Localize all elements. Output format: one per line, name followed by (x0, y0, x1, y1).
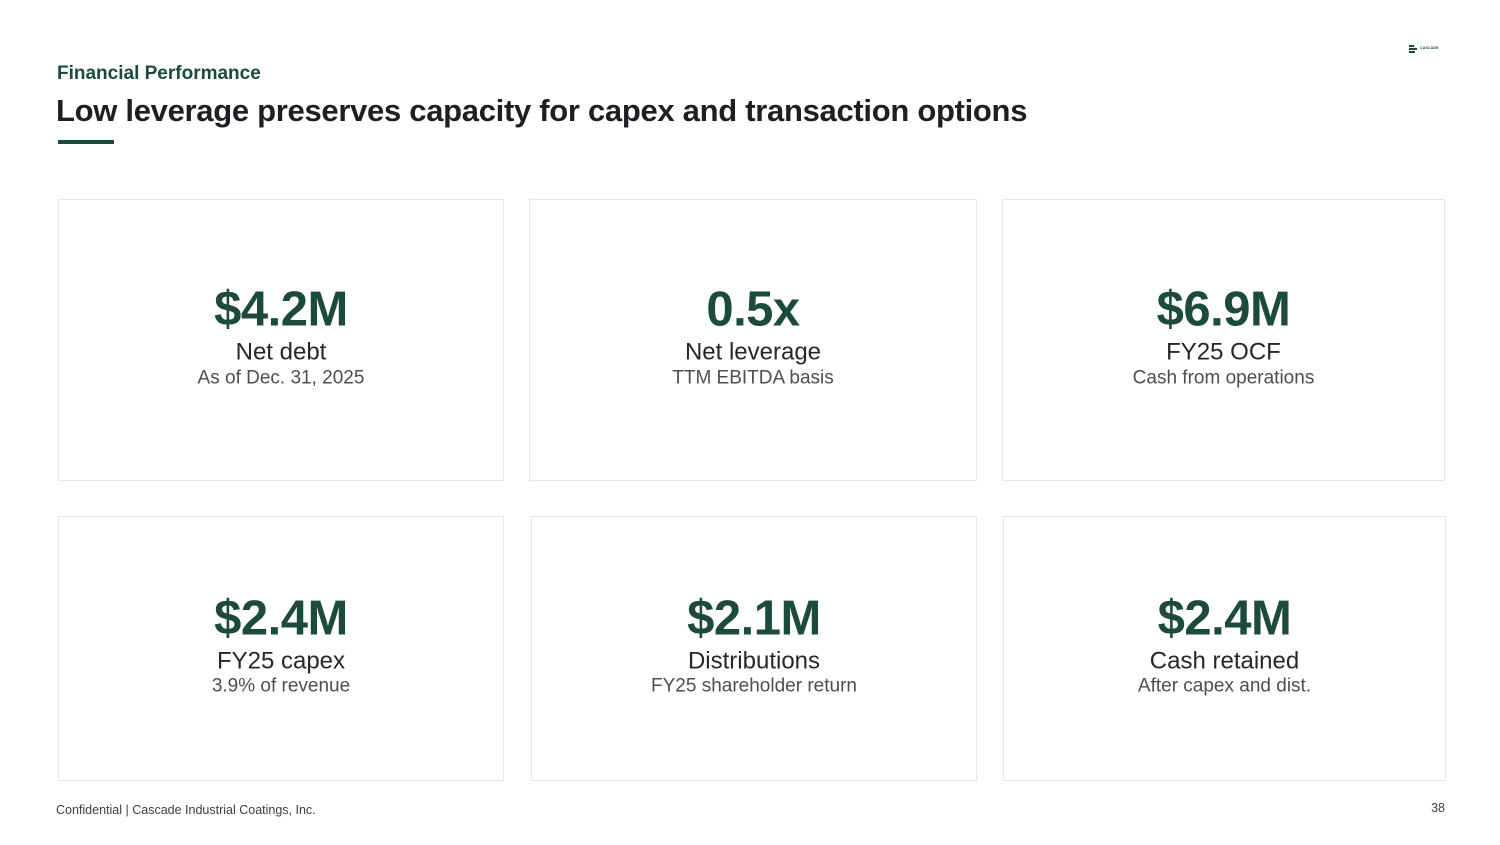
metric-card-content: $2.4M Cash retained After capex and dist… (1004, 594, 1445, 698)
page-number: 38 (1431, 801, 1445, 815)
metric-card-cash-retained: $2.4M Cash retained After capex and dist… (1003, 516, 1446, 781)
section-label: Financial Performance (57, 63, 261, 84)
metric-card-fy25-ocf: $6.9M FY25 OCF Cash from operations (1002, 199, 1445, 481)
metric-card-content: $4.2M Net debt As of Dec. 31, 2025 (59, 282, 503, 390)
slide-title: Low leverage preserves capacity for cape… (56, 93, 1028, 128)
metric-sublabel: 3.9% of revenue (211, 675, 351, 697)
metric-label: Net leverage (684, 338, 822, 366)
metric-card-distributions: $2.1M Distributions FY25 shareholder ret… (531, 516, 977, 781)
metric-card-fy25-capex: $2.4M FY25 capex 3.9% of revenue (58, 516, 504, 781)
metric-value: $4.2M (214, 282, 348, 337)
metric-value: $2.1M (687, 591, 821, 646)
metric-label: FY25 capex (216, 647, 346, 675)
metric-sublabel: TTM EBITDA basis (672, 367, 834, 389)
logo-text: CASCADE (1420, 46, 1439, 50)
metric-sublabel: FY25 shareholder return (651, 675, 857, 697)
metric-card-content: $2.4M FY25 capex 3.9% of revenue (59, 594, 503, 698)
company-logo: CASCADE (1409, 45, 1439, 55)
logo-mark-icon (1409, 45, 1418, 54)
title-underline (58, 140, 114, 144)
metric-sublabel: As of Dec. 31, 2025 (197, 367, 365, 389)
metric-value: 0.5x (706, 282, 800, 337)
metric-label: Net debt (235, 338, 327, 366)
metric-card-content: 0.5x Net leverage TTM EBITDA basis (530, 282, 976, 390)
metric-label: Distributions (687, 647, 821, 675)
metric-sublabel: Cash from operations (1132, 367, 1315, 389)
footer-confidential: Confidential | Cascade Industrial Coatin… (56, 803, 316, 817)
metric-card-net-leverage: 0.5x Net leverage TTM EBITDA basis (529, 199, 977, 481)
metric-label: Cash retained (1149, 647, 1300, 675)
metric-label: FY25 OCF (1166, 338, 1281, 366)
metric-card-content: $2.1M Distributions FY25 shareholder ret… (532, 594, 976, 698)
metric-card-net-debt: $4.2M Net debt As of Dec. 31, 2025 (58, 199, 504, 481)
metric-value: $2.4M (1157, 591, 1292, 646)
metric-card-content: $6.9M FY25 OCF Cash from operations (1003, 282, 1444, 390)
metric-value: $2.4M (214, 591, 348, 646)
metric-sublabel: After capex and dist. (1137, 675, 1312, 697)
metric-value: $6.9M (1156, 282, 1291, 337)
